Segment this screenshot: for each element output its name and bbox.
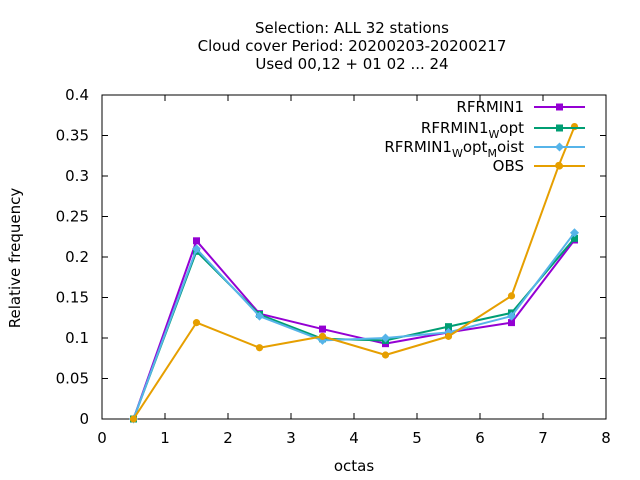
data-point <box>318 332 327 340</box>
data-point <box>445 323 452 331</box>
legend-entry: RFRMIN1WoptMoist <box>384 138 585 160</box>
legend-label: RFRMIN1 <box>456 98 524 116</box>
data-series <box>129 122 579 424</box>
data-point <box>192 244 201 254</box>
series-rfrmin1wopt <box>130 234 578 423</box>
y-tick-label: 0.15 <box>56 289 89 307</box>
x-tick-label: 1 <box>160 429 170 447</box>
data-point <box>381 333 390 343</box>
legend-entry: RFRMIN1 <box>456 98 585 116</box>
y-tick-label: 0.05 <box>56 370 89 388</box>
x-tick-label: 6 <box>475 429 485 447</box>
data-point <box>319 325 326 333</box>
legend-label: OBS <box>493 157 524 175</box>
legend-marker <box>556 103 563 111</box>
series-line <box>132 239 576 420</box>
x-tick-label: 8 <box>601 429 611 447</box>
x-tick-label: 3 <box>286 429 296 447</box>
x-tick-label: 2 <box>223 429 233 447</box>
legend-label: RFRMIN1Wopt <box>421 119 524 141</box>
y-tick-label: 0.35 <box>56 127 89 145</box>
legend-label: RFRMIN1WoptMoist <box>384 138 524 160</box>
data-point <box>255 311 264 321</box>
data-point <box>444 332 453 340</box>
legend-marker <box>555 142 564 152</box>
data-point <box>508 319 515 327</box>
x-tick-label: 0 <box>97 429 107 447</box>
x-tick-label: 7 <box>538 429 548 447</box>
data-point <box>507 292 516 300</box>
data-point <box>192 319 201 327</box>
y-tick-label: 0 <box>79 410 89 428</box>
legend-entry: OBS <box>493 157 585 175</box>
y-axis-label: Relative frequency <box>6 188 24 329</box>
legend-entry: RFRMIN1Wopt <box>421 119 585 141</box>
y-tick-label: 0.25 <box>56 208 89 226</box>
series-rfrmin1 <box>130 236 578 423</box>
data-point <box>570 122 579 131</box>
title-line: Selection: ALL 32 stations <box>255 19 449 37</box>
series-line <box>132 232 576 420</box>
y-tick-label: 0.2 <box>65 248 89 266</box>
series-obs <box>129 122 579 423</box>
data-point <box>381 351 390 359</box>
data-point <box>570 228 579 238</box>
data-point <box>571 234 578 242</box>
series-line <box>132 237 576 420</box>
legend-marker <box>555 162 564 170</box>
data-point <box>255 344 264 352</box>
y-tick-label: 0.3 <box>65 167 89 185</box>
title-line: Cloud cover Period: 20200203-20200217 <box>198 37 507 55</box>
title-line: Used 00,12 + 01 02 ... 24 <box>255 55 448 73</box>
axis-ticks: 0 1 2 3 4 5 6 7 8 0 0.05 0.1 0.15 0.2 0.25 0.3 0.35 0.4 <box>56 86 611 447</box>
x-axis-label: octas <box>334 457 374 475</box>
plot-frame <box>101 94 607 420</box>
data-point <box>193 237 200 245</box>
x-tick-label: 5 <box>412 429 422 447</box>
x-tick-label: 4 <box>349 429 359 447</box>
legend-marker <box>556 124 563 132</box>
data-point <box>129 415 138 423</box>
y-tick-label: 0.1 <box>65 329 89 347</box>
data-point <box>507 311 516 321</box>
y-tick-label: 0.4 <box>65 86 89 104</box>
